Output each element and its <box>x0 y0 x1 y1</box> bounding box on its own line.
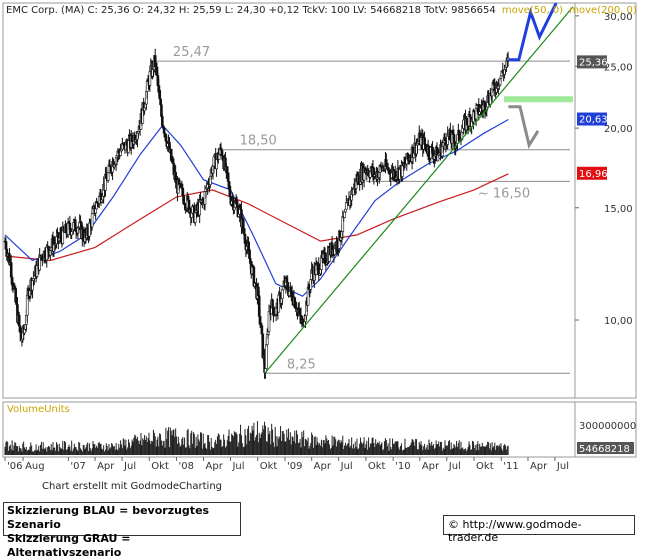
price-axis-panel <box>574 2 637 399</box>
price-label-text-1: 20,63 <box>579 115 608 126</box>
trendline <box>264 6 574 374</box>
candle-body-276 <box>249 258 252 264</box>
source-url[interactable]: © http://www.godmode-trader.de <box>443 515 635 544</box>
target-zone-band <box>503 96 573 103</box>
candle-body-383 <box>344 208 347 213</box>
scenario-legend-box: Skizzierung BLAU = bevorzugtes Szenario … <box>3 502 241 559</box>
candle-body-312 <box>281 289 284 299</box>
candle-body-17 <box>18 325 22 332</box>
info-bar: EMC Corp. (MA) C: 25,36 O: 24,32 H: 25,5… <box>6 5 637 16</box>
x-tick-label-9: Okt <box>260 461 278 472</box>
x-tick-label-15: Apr <box>422 461 440 472</box>
price-candles <box>3 48 510 379</box>
candle-body-16 <box>17 314 21 327</box>
x-tick-label-8: Jul <box>231 461 244 472</box>
chart-credit: Chart erstellt mit GodmodeCharting <box>42 481 222 492</box>
y-tick-label-3: 25,00 <box>604 62 633 73</box>
source-url-text: http://www.godmode-trader.de <box>448 518 582 544</box>
x-tick-label-13: Okt <box>368 461 386 472</box>
ma200-legend: move(200, 0) <box>569 5 637 16</box>
y-tick-label-2: 20,00 <box>604 124 633 135</box>
x-tick-label-7: Apr <box>206 461 224 472</box>
x-tick-label-0: '06 <box>7 461 22 472</box>
ma50-legend: move(50, 0) <box>502 5 563 16</box>
x-tick-label-16: Jul <box>448 461 461 472</box>
volume-last-value: 54668218 <box>579 444 630 455</box>
copyright-symbol: © <box>448 518 459 531</box>
trendline-line <box>264 6 574 374</box>
scenario-sketches <box>508 2 558 150</box>
volume-label: VolumeUnits <box>7 404 70 415</box>
y-tick-label-1: 15,00 <box>604 204 633 215</box>
x-tick-label-14: '10 <box>395 461 410 472</box>
x-tick-label-17: Okt <box>476 461 494 472</box>
candle-body-301 <box>271 299 274 309</box>
level-label-3: 8,25 <box>287 357 316 372</box>
price-label-box-2 <box>577 166 607 180</box>
x-tick-label-2: '07 <box>70 461 85 472</box>
x-tick-label-20: Jul <box>556 461 569 472</box>
ma50-polyline <box>4 118 509 297</box>
ma50-line <box>4 118 509 297</box>
target-zone <box>503 96 573 103</box>
candle-body-157 <box>143 107 146 112</box>
x-axis-ticks: '06 Aug '07 Apr Jul Okt '08 Apr Jul Okt '09 Apr Jul O… <box>4 457 569 472</box>
price-labels: 25,36 20,63 16,96 <box>577 55 608 180</box>
y-axis-ticks: 10,00 15,00 20,00 25,00 30,00 <box>575 12 633 327</box>
level-label-0: 25,47 <box>173 45 210 60</box>
volume-tick-label: 300000000 <box>579 421 636 432</box>
x-tick-label-19: Apr <box>530 461 548 472</box>
price-label-box-1 <box>577 112 607 126</box>
ma200-polyline <box>4 173 509 262</box>
x-tick-label-12: Jul <box>340 461 353 472</box>
x-tick-label-1: Aug <box>25 461 45 472</box>
grey-scenario-path <box>508 105 540 150</box>
candle-body-287 <box>258 316 262 324</box>
candle-body-250 <box>225 166 229 174</box>
candle-body-98 <box>90 213 94 228</box>
candle-body-102 <box>94 208 97 214</box>
x-tick-label-18: '11 <box>503 461 518 472</box>
level-label-2: ~ 16,50 <box>478 186 530 201</box>
x-tick-label-4: Jul <box>123 461 136 472</box>
ma200-line <box>4 173 509 262</box>
candle-body-289 <box>260 325 264 335</box>
candle-body-177 <box>161 116 164 127</box>
candle-body-294 <box>265 344 268 369</box>
volume-last-box <box>577 442 634 454</box>
blue-scenario-path <box>508 2 558 62</box>
price-label-text-0: 25,36 <box>579 57 608 68</box>
x-tick-label-10: '09 <box>287 461 302 472</box>
x-tick-label-6: '08 <box>179 461 194 472</box>
level-label-1: 18,50 <box>240 134 277 149</box>
x-tick-label-11: Apr <box>314 461 332 472</box>
scenario-legend-blue: Skizzierung BLAU = bevorzugtes Szenario <box>7 504 210 531</box>
price-label-text-2: 16,96 <box>579 169 608 180</box>
price-label-box-0 <box>577 55 607 69</box>
info-bar-text: EMC Corp. (MA) C: 25,36 O: 24,32 H: 25,5… <box>6 5 496 16</box>
y-tick-label-4: 30,00 <box>604 12 633 23</box>
x-tick-label-3: Apr <box>97 461 115 472</box>
y-tick-label-0: 10,00 <box>604 316 633 327</box>
x-tick-label-5: Okt <box>151 461 169 472</box>
volume-bars <box>4 421 509 455</box>
scenario-legend-grey: Skizzierung GRAU = Alternativszenario <box>7 532 131 559</box>
